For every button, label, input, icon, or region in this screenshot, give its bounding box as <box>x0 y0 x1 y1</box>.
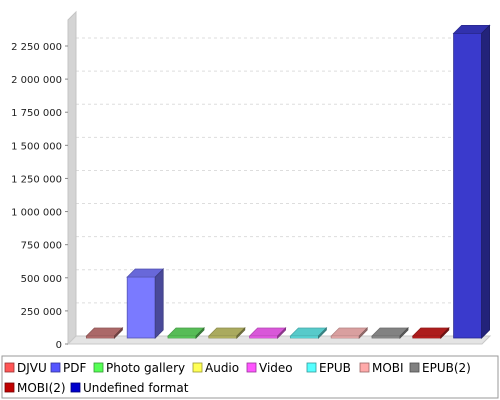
bar-epub-2- <box>371 327 409 339</box>
legend-item-photo-gallery: Photo gallery <box>93 361 185 375</box>
legend-item-video: Video <box>246 361 293 375</box>
bar-epub <box>289 327 328 339</box>
bar-front <box>126 276 156 339</box>
legend-item-undefined-format: Undefined format <box>70 381 189 395</box>
legend-label: Video <box>259 361 293 375</box>
legend-swatch <box>192 362 203 373</box>
bar-video <box>248 327 287 339</box>
legend-label: EPUB(2) <box>422 361 471 375</box>
y-tick-label: 2 000 000 <box>11 75 62 86</box>
legend-item-djvu: DJVU <box>4 361 47 375</box>
grid-lines <box>76 37 490 304</box>
y-tick-label: 1 000 000 <box>11 208 62 219</box>
bar-side <box>440 327 450 339</box>
y-tick-label: 750 000 <box>21 241 62 252</box>
legend-swatch <box>50 362 61 373</box>
legend-item-audio: Audio <box>192 361 239 375</box>
legend-label: MOBI(2) <box>17 381 66 395</box>
legend-label: Photo gallery <box>106 361 185 375</box>
bar-side <box>236 327 246 339</box>
legend-label: EPUB <box>319 361 351 375</box>
legend-item-mobi: MOBI <box>359 361 404 375</box>
bar-side <box>154 268 164 339</box>
legend-item-mobi-2-: MOBI(2) <box>4 381 66 395</box>
y-tick-label: 1 250 000 <box>11 174 62 185</box>
bar-side <box>399 327 409 339</box>
legend-swatch <box>4 382 15 393</box>
legend-swatch <box>306 362 317 373</box>
bars <box>85 24 491 339</box>
legend-swatch <box>93 362 104 373</box>
legend-label: MOBI <box>372 361 404 375</box>
bar-side <box>481 24 491 339</box>
bar-photo-gallery <box>167 327 205 339</box>
bar-front <box>453 32 483 339</box>
legend-swatch <box>409 362 420 373</box>
bar-side <box>277 327 287 339</box>
bar-side <box>195 327 205 339</box>
legend-swatch <box>359 362 370 373</box>
bar-mobi <box>330 327 369 339</box>
legend-label: DJVU <box>17 361 47 375</box>
bar-audio <box>207 327 246 339</box>
y-tick-label: 2 250 000 <box>11 42 62 53</box>
bar-side <box>114 327 123 339</box>
legend-label: PDF <box>63 361 86 375</box>
bar-djvu <box>85 327 124 339</box>
legend-label: Audio <box>205 361 239 375</box>
bar-pdf <box>126 268 165 339</box>
bar-side <box>358 327 368 339</box>
y-tick-label: 500 000 <box>21 274 62 285</box>
y-axis-ticks: 0 250 000 500 000 750 000 1 000 000 1 250 000… <box>11 42 68 351</box>
legend-item-epub-2-: EPUB(2) <box>409 361 471 375</box>
y-tick-label: 0 <box>56 340 62 351</box>
bar-mobi-2- <box>411 327 450 339</box>
legend-swatch <box>70 382 81 393</box>
bar-side <box>317 327 327 339</box>
legend-swatch <box>4 362 15 373</box>
legend: DJVU PDF Photo gallery Audio Video EPUB MOBI EP… <box>1 355 499 399</box>
legend-item-epub: EPUB <box>306 361 351 375</box>
y-tick-label: 1 500 000 <box>11 141 62 152</box>
y-axis-side-wall <box>67 10 77 346</box>
legend-label: Undefined format <box>83 381 189 395</box>
legend-item-pdf: PDF <box>50 361 86 375</box>
legend-swatch <box>246 362 257 373</box>
bar-undefined-format <box>452 24 491 339</box>
y-tick-label: 1 750 000 <box>11 108 62 119</box>
y-tick-label: 250 000 <box>21 307 62 318</box>
